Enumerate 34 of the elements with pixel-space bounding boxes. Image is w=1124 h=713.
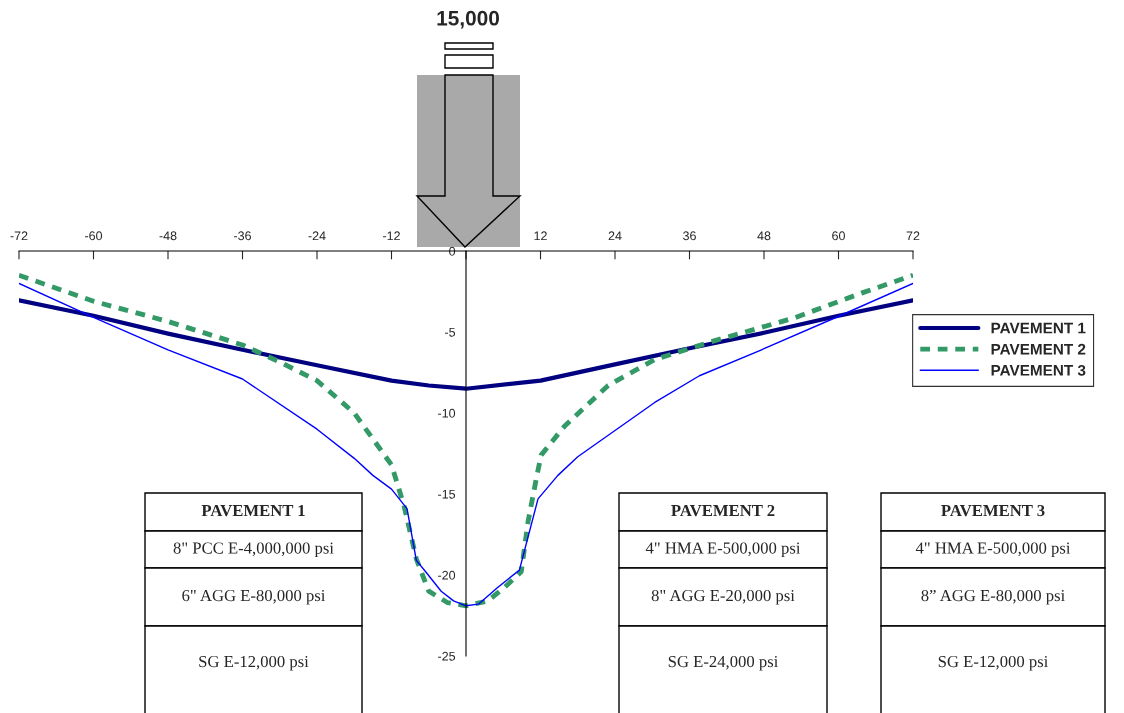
y-tick-label: -15: [438, 489, 456, 499]
legend-label: PAVEMENT 1: [991, 322, 1086, 334]
y-tick-label: -10: [438, 408, 456, 418]
annotation: PAVEMENT 2: [671, 504, 775, 517]
legend-label: PAVEMENT 3: [991, 364, 1086, 376]
x-tick-label: -72: [10, 231, 28, 241]
x-tick-label: 36: [683, 231, 696, 241]
annotation: 4" HMA E-500,000 psi: [645, 542, 801, 558]
x-tick-label: 24: [608, 231, 622, 241]
text: 8” AGG E-80,000 psi: [921, 589, 1065, 605]
x-tick-label: 12: [534, 231, 547, 241]
x-tick-label: 72: [906, 231, 920, 241]
y-tick-label: -20: [438, 570, 456, 580]
x-tick-label: -24: [308, 231, 326, 241]
x-tick-label: 48: [757, 231, 771, 241]
text: SG E-12,000 psi: [938, 655, 1049, 671]
x-tick-label: -12: [383, 231, 400, 241]
x-tick-label: 60: [832, 231, 845, 241]
legend-label: PAVEMENT 2: [991, 343, 1086, 355]
y-tick-label: -25: [438, 651, 456, 661]
y-tick-label: -5: [445, 327, 456, 337]
x-tick-label: -60: [85, 231, 103, 241]
text: 15,000: [437, 10, 500, 29]
annotation: 8" PCC E-4,000,000 psi: [173, 542, 334, 558]
annotation: SG E-24,000 psi: [668, 655, 779, 671]
annotation: 8" AGG E-20,000 psi: [651, 589, 795, 605]
annotation: PAVEMENT 1: [201, 505, 305, 517]
x-tick-label: -36: [234, 231, 251, 241]
annotation: SG E-12,000 psi: [199, 655, 309, 671]
annotation: 6" AGG E-80,000 psi: [182, 589, 326, 605]
text: 4" HMA E-500,000 psi: [915, 542, 1071, 558]
text: PAVEMENT 3: [941, 504, 1045, 517]
line-series: [19, 298, 913, 391]
x-tick-label: -48: [159, 231, 177, 241]
